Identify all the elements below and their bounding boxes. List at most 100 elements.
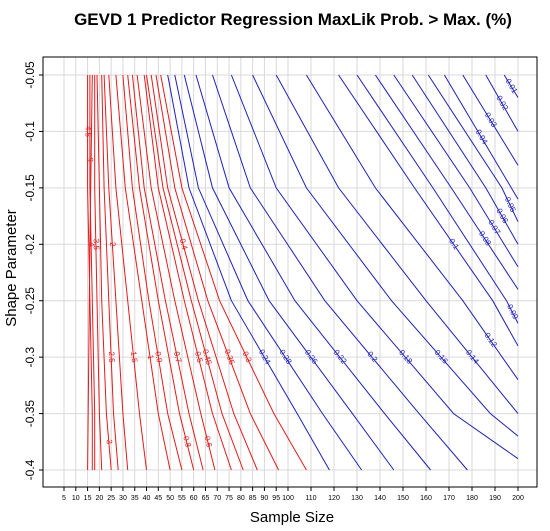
contour-line-0.9 <box>122 74 183 471</box>
x-tick-label: 70 <box>213 495 221 502</box>
contour-line-0.2 <box>212 74 468 471</box>
x-tick-label: 55 <box>178 495 186 502</box>
x-tick-label: 170 <box>443 495 455 502</box>
contour-line-2.5 <box>101 74 119 471</box>
contour-line-0.05 <box>427 74 519 222</box>
contour-line-0.26 <box>183 74 395 471</box>
contour-line-0.45 <box>146 74 244 471</box>
contour-line-1.5 <box>108 74 147 471</box>
contour-line-0.3 <box>160 74 307 471</box>
contour-label-0.12: 0.12 <box>483 331 500 349</box>
contour-line-5 <box>87 74 93 471</box>
contour-label-3.5: 3.5 <box>92 239 101 251</box>
x-tick-label: 150 <box>397 495 409 502</box>
x-tick-label: 140 <box>374 495 386 502</box>
x-tick-label: 180 <box>466 495 478 502</box>
x-tick-label: 45 <box>154 495 162 502</box>
plot-frame <box>42 56 538 488</box>
contour-label-1: 1 <box>146 354 156 360</box>
contour-label-0.08: 0.08 <box>477 229 493 247</box>
x-tick-label: 130 <box>351 495 363 502</box>
x-tick-label: 30 <box>119 495 127 502</box>
y-tick-label: -0.4 <box>23 459 37 480</box>
contour-line-0.5 <box>143 74 232 471</box>
x-tick-label: 90 <box>261 495 269 502</box>
contour-label-2: 2 <box>108 242 117 248</box>
contour-label-0.4: 0.4 <box>178 238 190 252</box>
contour-line-0.22 <box>195 74 431 471</box>
contour-label-0.5: 0.5 <box>193 351 205 365</box>
contour-label-0.6: 0.6 <box>202 435 214 449</box>
contour-label-0.9: 0.9 <box>153 351 164 364</box>
contour-line-2 <box>103 74 129 471</box>
contour-line-0.6 <box>136 74 216 471</box>
contour-line-4.5 <box>87 75 93 470</box>
x-tick-label: 190 <box>489 495 501 502</box>
contour-line-0.18 <box>230 74 519 460</box>
contour-line-4 <box>89 75 96 470</box>
contour-line-0.12 <box>305 74 519 380</box>
contour-line-0.03 <box>462 74 519 166</box>
x-tick-label: 200 <box>512 495 524 502</box>
x-tick-label: 120 <box>328 495 340 502</box>
contour-line-0.02 <box>485 74 519 132</box>
contour-label-0.8: 0.8 <box>181 435 193 449</box>
grid-lines <box>43 57 537 487</box>
contour-line-0.28 <box>174 74 363 471</box>
contour-label-0.7: 0.7 <box>172 351 183 364</box>
contour-label-0.02: 0.02 <box>494 94 510 112</box>
contour-label-3: 3 <box>105 439 114 445</box>
contour-line-0.7 <box>131 74 204 471</box>
contour-line-0.09 <box>356 74 519 324</box>
contour-label-4: 4 <box>87 242 96 247</box>
y-tick-label: -0.35 <box>23 400 37 428</box>
contour-line-0.08 <box>374 74 519 290</box>
contour-label-0.03: 0.03 <box>483 111 499 129</box>
y-axis-label: Shape Parameter <box>3 209 20 327</box>
x-axis: 5 10 15 20 25 30 35 40 45 50 55 60 65 70 75 80 85 90 95 100… <box>62 487 524 502</box>
x-tick-label: 10 <box>72 495 80 502</box>
contour-line-0.06 <box>411 74 519 245</box>
contour-line-0.04 <box>443 74 519 200</box>
chart-title: GEVD 1 Predictor Regression MaxLik Prob.… <box>74 10 512 29</box>
y-axis: -0.05 -0.1 -0.15 -0.2 -0.25 -0.3 -0.35 -0.4 <box>23 61 43 480</box>
x-tick-label: 15 <box>84 495 92 502</box>
x-tick-label: 35 <box>131 495 139 502</box>
x-tick-label: 20 <box>95 495 103 502</box>
x-tick-label: 40 <box>143 495 151 502</box>
contour-lines <box>87 74 519 471</box>
contour-line-0.16 <box>252 74 519 437</box>
y-tick-label: -0.25 <box>23 287 37 315</box>
x-tick-label: 5 <box>62 495 66 502</box>
contour-label-0.04: 0.04 <box>474 128 490 146</box>
contour-line-0.07 <box>393 74 519 268</box>
x-tick-label: 100 <box>282 495 294 502</box>
contour-label-0.45: 0.45 <box>201 348 214 366</box>
contour-line-0.01 <box>503 74 519 98</box>
contour-line-0.14 <box>275 74 519 414</box>
x-tick-label: 80 <box>237 495 245 502</box>
contour-label-2.5: 2.5 <box>107 351 116 363</box>
x-axis-label: Sample Size <box>250 509 334 526</box>
x-tick-label: 85 <box>249 495 257 502</box>
y-tick-label: -0.1 <box>23 121 37 142</box>
contour-label-5: 5 <box>86 157 95 162</box>
contour-label-0.3: 0.3 <box>241 350 254 364</box>
contour-line-0.24 <box>167 74 330 471</box>
contour-line-0.35 <box>155 74 280 471</box>
y-tick-label: -0.3 <box>23 346 37 367</box>
contour-line-3.5 <box>94 75 103 471</box>
x-tick-label: 160 <box>420 495 432 502</box>
x-tick-label: 60 <box>190 495 198 502</box>
contour-line-0.8 <box>127 74 195 471</box>
x-tick-label: 25 <box>107 495 115 502</box>
contour-labels: 4.5 4 5 3.5 3 2.5 2 1.5 10.9 0.8 0.7 0.6 0.50.45 0.4 0… <box>83 77 520 449</box>
x-tick-label: 110 <box>305 495 316 502</box>
x-tick-label: 65 <box>202 495 210 502</box>
x-tick-label: 95 <box>272 495 280 502</box>
contour-label-0.01: 0.01 <box>504 77 520 95</box>
contour-line-3 <box>96 74 112 471</box>
contour-label-4.5: 4.5 <box>83 126 92 138</box>
y-tick-label: -0.05 <box>23 61 37 89</box>
